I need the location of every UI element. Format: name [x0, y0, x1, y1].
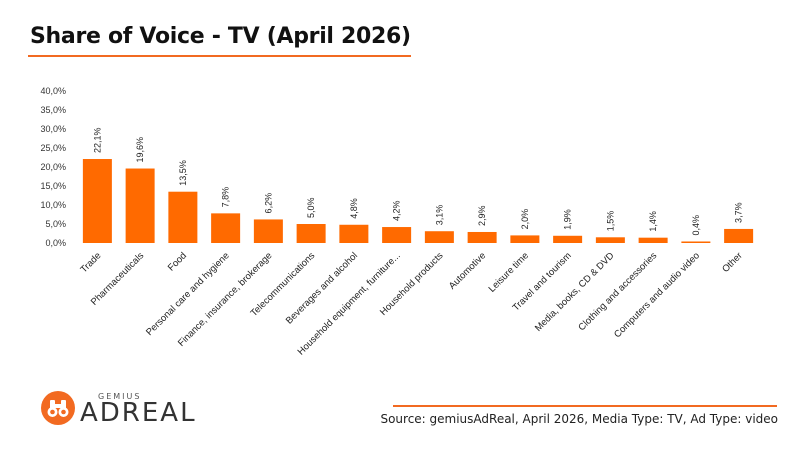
- logo-gemius-text: GEMIUS: [98, 392, 142, 401]
- y-tick-label: 5,0%: [45, 219, 66, 229]
- value-label: 3,7%: [734, 202, 744, 223]
- title-underline: [28, 55, 411, 57]
- bar: [296, 224, 326, 243]
- bar: [681, 241, 711, 243]
- value-label: 2,0%: [520, 209, 530, 230]
- x-category-label: Media, books, CD & DVD: [533, 250, 617, 334]
- y-tick-label: 30,0%: [40, 124, 66, 134]
- bar: [595, 237, 625, 243]
- logo-adreal-text: ADREAL: [80, 398, 197, 428]
- value-label: 4,2%: [392, 201, 402, 222]
- y-tick-label: 40,0%: [40, 86, 66, 96]
- x-category-label: Automotive: [447, 250, 488, 291]
- bar: [638, 237, 668, 243]
- source-note: Source: gemiusAdReal, April 2026, Media …: [380, 412, 778, 426]
- value-label: 1,5%: [605, 211, 615, 232]
- x-category-label: Food: [166, 250, 189, 273]
- x-category-label: Trade: [78, 250, 103, 275]
- bars: [82, 159, 754, 243]
- bar: [168, 191, 198, 243]
- x-category-label: Computers and audio video: [612, 250, 702, 340]
- value-label: 7,8%: [221, 187, 231, 208]
- bar: [467, 231, 497, 243]
- y-tick-label: 0,0%: [45, 238, 66, 248]
- y-axis: 0,0% 5,0% 10,0% 15,0% 20,0% 25,0% 30,0% 35,0% 40…: [40, 86, 66, 248]
- bar: [211, 213, 241, 243]
- bar: [382, 227, 412, 243]
- x-category-label: Clothing and accessories: [576, 250, 659, 333]
- bar: [510, 235, 540, 243]
- y-tick-label: 10,0%: [40, 200, 66, 210]
- value-label: 1,9%: [563, 209, 573, 230]
- value-label: 2,9%: [477, 205, 487, 226]
- value-label: 19,6%: [135, 137, 145, 163]
- bar-chart: 0,0% 5,0% 10,0% 15,0% 20,0% 25,0% 30,0% 35,0% 40…: [40, 86, 754, 357]
- bar: [553, 235, 583, 243]
- x-category-label: Personal care and hygiene: [144, 250, 232, 338]
- x-category-label: Other: [720, 250, 745, 275]
- value-label: 0,4%: [691, 215, 701, 236]
- value-label: 22,1%: [92, 127, 102, 153]
- value-labels: 22,1% 19,6% 13,5% 7,8% 6,2% 5,0% 4,8% 4,2% 3,1% 2…: [92, 127, 743, 235]
- bar: [125, 168, 155, 243]
- y-tick-label: 35,0%: [40, 105, 66, 115]
- y-tick-label: 20,0%: [40, 162, 66, 172]
- y-tick-label: 25,0%: [40, 143, 66, 153]
- x-category-label: Beverages and alcohol: [284, 250, 360, 326]
- chart-title: Share of Voice - TV (April 2026): [30, 24, 411, 49]
- bar: [339, 224, 369, 243]
- value-label: 6,2%: [263, 193, 273, 214]
- value-label: 4,8%: [349, 198, 359, 219]
- y-tick-label: 15,0%: [40, 181, 66, 191]
- value-label: 5,0%: [306, 197, 316, 218]
- value-label: 3,1%: [434, 205, 444, 226]
- source-underline: [393, 405, 777, 407]
- bar: [253, 219, 283, 243]
- value-label: 1,4%: [648, 211, 658, 232]
- adreal-logo: GEMIUS ADREAL: [40, 390, 200, 430]
- x-category-label: Leisure time: [487, 250, 531, 294]
- bar: [724, 228, 754, 243]
- binoculars-icon: [41, 391, 75, 425]
- bar: [82, 159, 112, 243]
- value-label: 13,5%: [178, 160, 188, 186]
- bar: [424, 231, 454, 243]
